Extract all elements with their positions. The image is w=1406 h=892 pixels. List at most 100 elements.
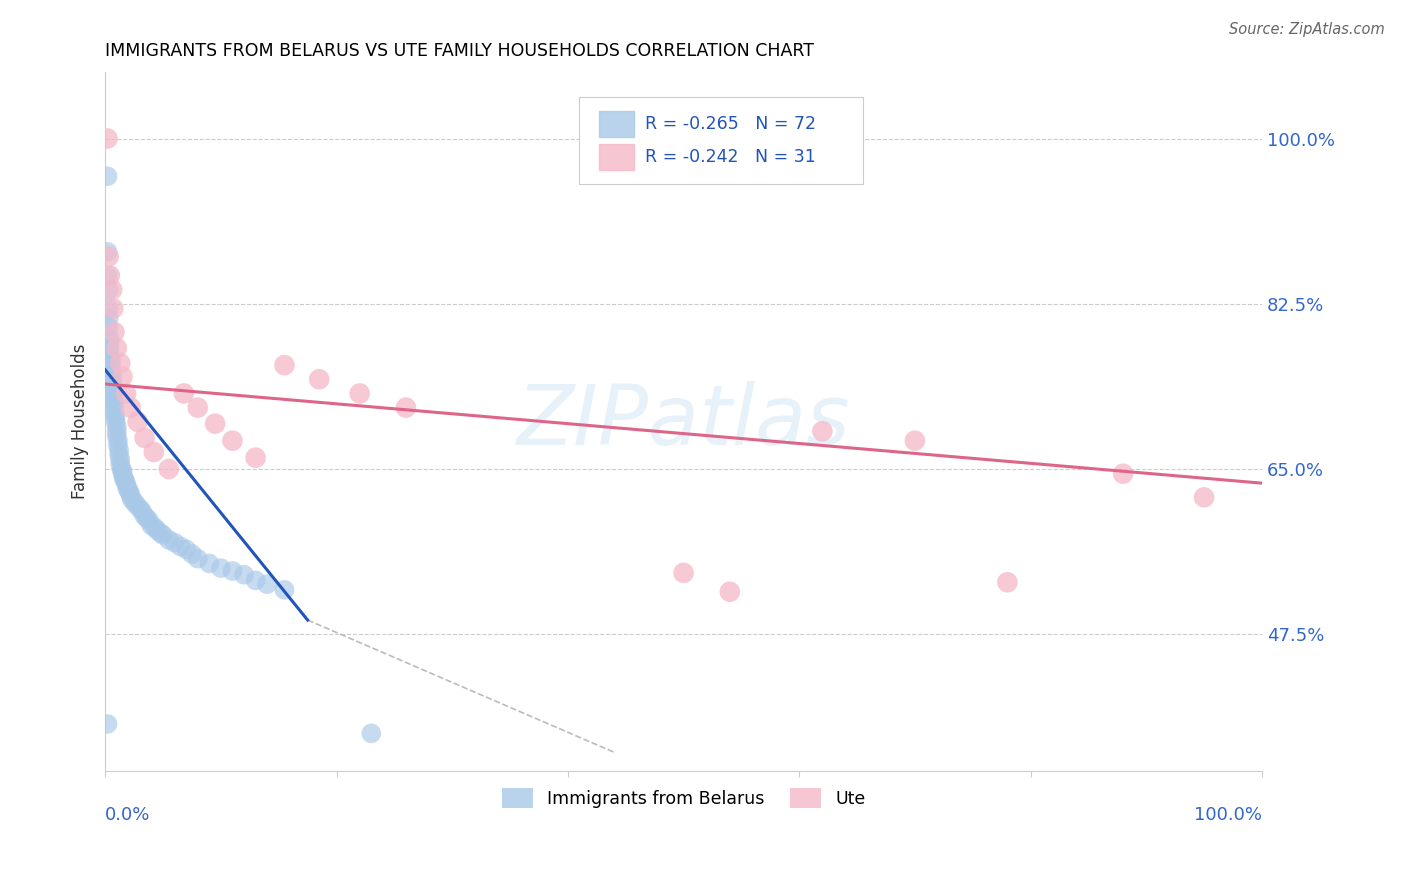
Point	[142, 445, 165, 459]
Point	[395, 401, 418, 415]
Point	[143, 520, 166, 534]
Point	[112, 471, 135, 485]
Point	[173, 386, 195, 401]
Point	[187, 551, 209, 566]
Point	[100, 353, 122, 368]
Point	[101, 368, 124, 382]
Point	[103, 386, 125, 401]
Point	[107, 438, 129, 452]
Point	[110, 462, 132, 476]
Point	[209, 561, 232, 575]
Point	[103, 301, 125, 316]
Point	[97, 320, 120, 334]
Text: 100.0%: 100.0%	[1194, 806, 1263, 824]
Point	[117, 483, 139, 497]
Point	[360, 726, 382, 740]
Point	[122, 495, 145, 509]
Point	[221, 564, 243, 578]
Point	[273, 582, 295, 597]
Point	[131, 504, 153, 518]
Point	[273, 358, 295, 372]
Point	[100, 358, 122, 372]
Point	[96, 717, 118, 731]
Point	[204, 417, 226, 431]
Point	[141, 518, 163, 533]
Point	[181, 547, 204, 561]
Point	[97, 283, 120, 297]
Point	[221, 434, 243, 448]
Point	[115, 476, 138, 491]
Point	[103, 325, 125, 339]
Point	[169, 540, 191, 554]
Point	[98, 268, 121, 283]
Point	[198, 557, 221, 571]
Text: Source: ZipAtlas.com: Source: ZipAtlas.com	[1229, 22, 1385, 37]
Point	[111, 467, 134, 481]
Point	[98, 334, 121, 349]
Text: R = -0.242   N = 31: R = -0.242 N = 31	[645, 148, 815, 166]
Point	[110, 457, 132, 471]
Bar	[599, 111, 634, 137]
Point	[1112, 467, 1135, 481]
Point	[672, 566, 695, 580]
Point	[111, 464, 134, 478]
Text: R = -0.265   N = 72: R = -0.265 N = 72	[645, 115, 817, 133]
Point	[127, 415, 149, 429]
Point	[103, 405, 125, 419]
Point	[101, 283, 124, 297]
Text: IMMIGRANTS FROM BELARUS VS UTE FAMILY HOUSEHOLDS CORRELATION CHART: IMMIGRANTS FROM BELARUS VS UTE FAMILY HO…	[105, 42, 814, 60]
Text: ZIPatlas: ZIPatlas	[517, 381, 851, 462]
Point	[108, 443, 131, 458]
Point	[110, 452, 132, 467]
Point	[129, 501, 152, 516]
Point	[118, 485, 141, 500]
Point	[97, 301, 120, 316]
Point	[135, 511, 157, 525]
Point	[138, 514, 160, 528]
Point	[96, 131, 118, 145]
Point	[96, 244, 118, 259]
Point	[103, 382, 125, 396]
Point	[121, 492, 143, 507]
Point	[97, 310, 120, 325]
Point	[904, 434, 927, 448]
Point	[115, 481, 138, 495]
Point	[110, 356, 132, 370]
Point	[997, 575, 1019, 590]
Point	[103, 401, 125, 415]
Point	[104, 410, 127, 425]
Point	[114, 473, 136, 487]
Point	[187, 401, 209, 415]
Point	[233, 567, 256, 582]
Point	[149, 526, 172, 541]
Point	[718, 584, 741, 599]
Point	[157, 462, 180, 476]
Point	[174, 542, 197, 557]
Point	[98, 349, 121, 363]
Point	[105, 424, 128, 438]
Point	[115, 386, 138, 401]
Point	[97, 250, 120, 264]
Point	[101, 377, 124, 392]
Point	[120, 401, 142, 415]
Point	[100, 363, 122, 377]
Point	[349, 386, 371, 401]
Point	[125, 498, 148, 512]
Point	[152, 528, 174, 542]
Point	[97, 330, 120, 344]
Y-axis label: Family Households: Family Households	[72, 344, 89, 500]
Point	[308, 372, 330, 386]
Point	[811, 424, 834, 438]
Point	[103, 391, 125, 405]
Point	[1192, 491, 1215, 505]
Point	[104, 415, 127, 429]
Point	[134, 431, 156, 445]
Point	[108, 448, 131, 462]
Point	[101, 372, 124, 386]
Point	[107, 434, 129, 448]
Point	[245, 450, 267, 465]
Point	[146, 524, 169, 538]
Point	[134, 509, 156, 524]
Point	[96, 169, 118, 184]
Point	[120, 488, 142, 502]
